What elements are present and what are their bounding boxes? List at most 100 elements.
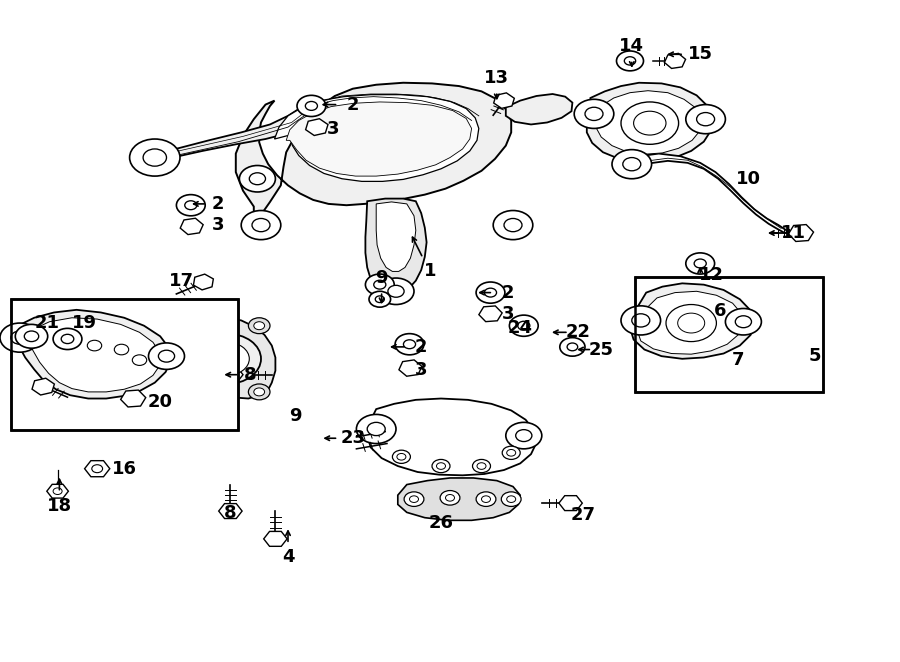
Circle shape bbox=[612, 150, 652, 179]
Polygon shape bbox=[180, 218, 203, 234]
Bar bbox=[635, 277, 823, 392]
Text: 11: 11 bbox=[781, 224, 806, 242]
Polygon shape bbox=[274, 95, 479, 181]
Circle shape bbox=[507, 496, 516, 502]
Text: 2: 2 bbox=[501, 283, 514, 302]
Circle shape bbox=[24, 331, 39, 342]
Text: 9: 9 bbox=[375, 269, 388, 287]
Circle shape bbox=[446, 495, 454, 501]
Text: 3: 3 bbox=[501, 305, 514, 324]
Circle shape bbox=[15, 324, 48, 348]
Circle shape bbox=[725, 308, 761, 335]
Text: 18: 18 bbox=[47, 497, 72, 516]
Circle shape bbox=[484, 288, 497, 297]
Polygon shape bbox=[16, 310, 171, 399]
Circle shape bbox=[502, 446, 520, 459]
Circle shape bbox=[183, 379, 204, 395]
Circle shape bbox=[158, 350, 175, 362]
Text: 9: 9 bbox=[289, 406, 302, 425]
Circle shape bbox=[87, 340, 102, 351]
Circle shape bbox=[694, 259, 706, 268]
Polygon shape bbox=[376, 202, 416, 271]
Polygon shape bbox=[625, 154, 788, 233]
Circle shape bbox=[248, 318, 270, 334]
Text: 24: 24 bbox=[508, 319, 533, 338]
Circle shape bbox=[395, 334, 424, 355]
Circle shape bbox=[374, 280, 386, 289]
Polygon shape bbox=[29, 318, 160, 392]
Polygon shape bbox=[506, 94, 572, 124]
Polygon shape bbox=[559, 496, 582, 510]
Circle shape bbox=[472, 459, 490, 473]
Circle shape bbox=[11, 331, 29, 344]
Text: 8: 8 bbox=[244, 365, 256, 384]
Text: 2: 2 bbox=[212, 195, 224, 213]
Circle shape bbox=[239, 166, 275, 192]
Text: 20: 20 bbox=[148, 393, 173, 412]
Circle shape bbox=[518, 321, 530, 330]
Polygon shape bbox=[85, 461, 110, 477]
Polygon shape bbox=[494, 93, 514, 109]
Circle shape bbox=[686, 253, 715, 274]
Circle shape bbox=[211, 347, 243, 371]
Circle shape bbox=[188, 383, 199, 391]
Circle shape bbox=[193, 334, 261, 384]
Text: 14: 14 bbox=[619, 37, 644, 56]
Circle shape bbox=[504, 218, 522, 232]
Circle shape bbox=[356, 414, 396, 444]
Circle shape bbox=[367, 422, 385, 436]
Circle shape bbox=[388, 285, 404, 297]
Polygon shape bbox=[479, 306, 502, 322]
Circle shape bbox=[148, 343, 184, 369]
Polygon shape bbox=[202, 402, 223, 416]
Polygon shape bbox=[630, 283, 754, 359]
Circle shape bbox=[506, 422, 542, 449]
Circle shape bbox=[697, 113, 715, 126]
Circle shape bbox=[249, 173, 266, 185]
Circle shape bbox=[53, 328, 82, 350]
Circle shape bbox=[509, 315, 538, 336]
Circle shape bbox=[632, 314, 650, 327]
Polygon shape bbox=[788, 224, 814, 242]
Circle shape bbox=[248, 384, 270, 400]
Text: 10: 10 bbox=[736, 169, 761, 188]
Circle shape bbox=[476, 282, 505, 303]
Circle shape bbox=[397, 453, 406, 460]
Circle shape bbox=[114, 344, 129, 355]
Circle shape bbox=[183, 323, 204, 339]
Circle shape bbox=[574, 99, 614, 128]
Polygon shape bbox=[399, 360, 422, 376]
Circle shape bbox=[378, 278, 414, 305]
Polygon shape bbox=[236, 83, 511, 225]
Text: 13: 13 bbox=[484, 69, 509, 87]
Circle shape bbox=[477, 463, 486, 469]
Circle shape bbox=[410, 496, 418, 502]
Circle shape bbox=[634, 111, 666, 135]
Circle shape bbox=[184, 201, 197, 210]
Polygon shape bbox=[219, 504, 242, 518]
Polygon shape bbox=[306, 118, 328, 136]
Polygon shape bbox=[398, 478, 520, 520]
Circle shape bbox=[92, 465, 103, 473]
Polygon shape bbox=[264, 532, 287, 546]
Polygon shape bbox=[637, 291, 743, 354]
Text: 27: 27 bbox=[571, 506, 596, 524]
Circle shape bbox=[241, 211, 281, 240]
Circle shape bbox=[501, 492, 521, 506]
Text: 3: 3 bbox=[415, 361, 428, 379]
Text: 8: 8 bbox=[224, 504, 237, 522]
Circle shape bbox=[204, 342, 249, 375]
Polygon shape bbox=[587, 83, 713, 162]
Circle shape bbox=[369, 291, 391, 307]
Text: 15: 15 bbox=[688, 45, 713, 64]
Circle shape bbox=[621, 306, 661, 335]
Text: 3: 3 bbox=[327, 120, 339, 138]
Text: 17: 17 bbox=[169, 271, 194, 290]
Circle shape bbox=[365, 274, 394, 295]
Circle shape bbox=[666, 305, 716, 342]
Circle shape bbox=[432, 459, 450, 473]
Text: 1: 1 bbox=[424, 262, 436, 281]
Circle shape bbox=[254, 322, 265, 330]
Polygon shape bbox=[596, 91, 702, 154]
Circle shape bbox=[560, 338, 585, 356]
